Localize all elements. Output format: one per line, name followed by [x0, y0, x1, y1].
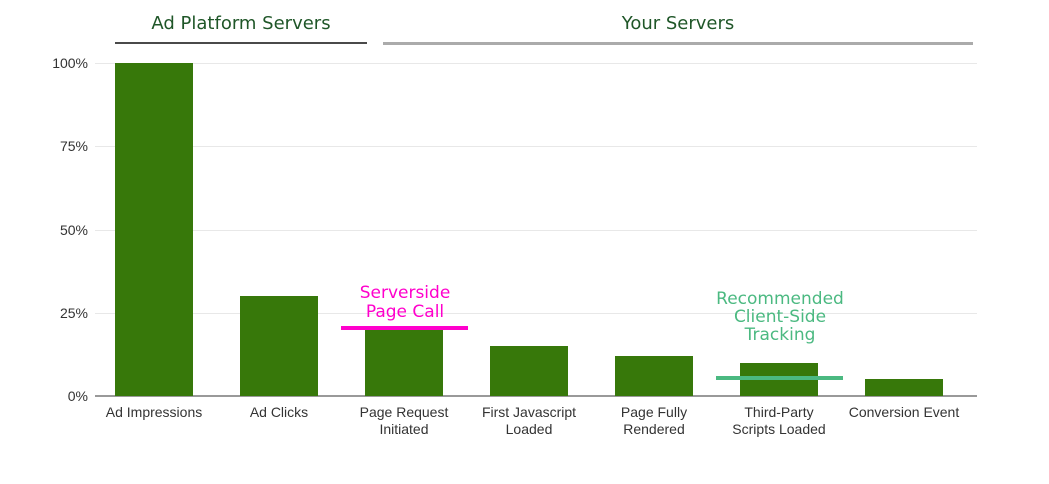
gridline-100 — [95, 63, 977, 64]
x-label-conversion-event: Conversion Event — [848, 404, 960, 420]
annotation-line-serverside — [341, 326, 468, 330]
y-tick-label-50: 50% — [59, 222, 88, 238]
x-label-page-request-initiated: Page Request Initiated — [359, 404, 449, 437]
bar-page-fully-rendered — [615, 356, 693, 396]
y-tick-label-75: 75% — [59, 138, 88, 154]
bar-page-request-initiated — [365, 329, 443, 396]
y-tick-label-25: 25% — [59, 305, 88, 321]
x-label-ad-clicks: Ad Clicks — [249, 404, 309, 420]
gridline-50 — [95, 230, 977, 231]
x-axis-baseline — [95, 395, 977, 397]
y-tick-label-100: 100% — [52, 55, 88, 71]
x-label-third-party-scripts-loaded: Third-Party Scripts Loaded — [732, 404, 826, 437]
bar-first-javascript-loaded — [490, 346, 568, 396]
y-tick-label-0: 0% — [67, 388, 88, 404]
annotation-line-recommended — [716, 376, 843, 380]
bar-ad-clicks — [240, 296, 318, 396]
annotation-recommended-client-side-tracking: Recommended Client-Side Tracking — [716, 289, 844, 345]
bar-ad-impressions — [115, 63, 193, 396]
x-label-first-javascript-loaded: First Javascript Loaded — [481, 404, 577, 437]
gridline-75 — [95, 146, 977, 147]
section-underline-your-servers — [383, 42, 973, 45]
gridline-25 — [95, 313, 977, 314]
bar-conversion-event — [865, 379, 943, 396]
section-header-your-servers: Your Servers — [621, 13, 735, 34]
x-label-ad-impressions: Ad Impressions — [105, 404, 203, 420]
annotation-serverside-page-call: Serverside Page Call — [359, 283, 451, 322]
section-underline-ad-platform-servers — [115, 42, 367, 44]
x-label-page-fully-rendered: Page Fully Rendered — [620, 404, 688, 437]
section-header-ad-platform-servers: Ad Platform Servers — [151, 13, 331, 34]
